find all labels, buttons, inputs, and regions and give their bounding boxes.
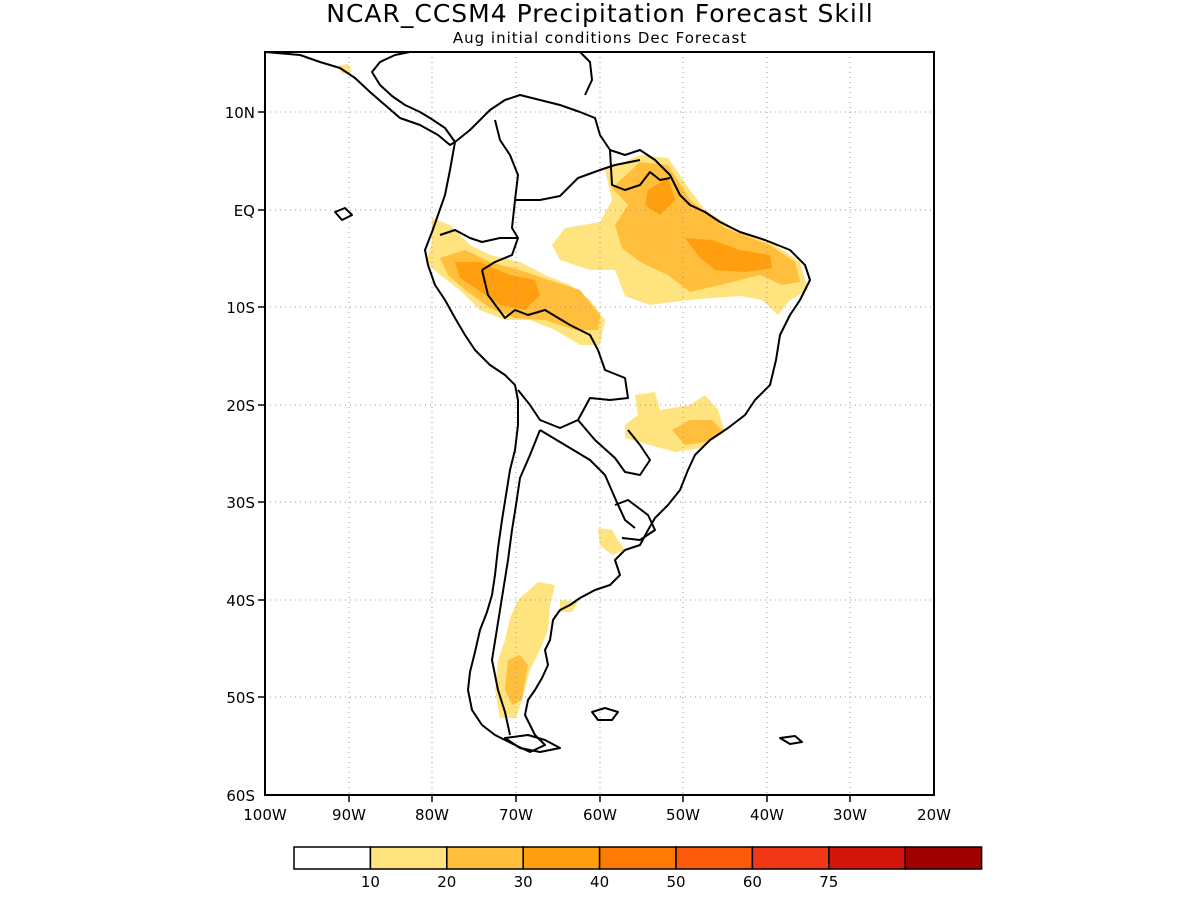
lon-label: 100W [243,806,287,824]
lat-tick-marks [258,111,265,698]
colorbar-tick-label: 40 [590,873,609,891]
falkland-islands [591,707,619,721]
lon-label: 70W [499,806,533,824]
border-venezuela-colombia [481,119,519,271]
colorbar-swatch [598,846,677,870]
lon-label: 40W [750,806,784,824]
colorbar-tick-label: 60 [743,873,762,891]
yucatan-coastline [579,52,593,96]
colorbar-swatch [751,846,830,870]
border-brazil-north [515,159,641,201]
skill-area-amapa-peak [645,178,675,215]
lat-label: 20S [226,397,255,415]
lat-label: 10S [226,299,255,317]
skill-area-central-america [338,64,352,74]
lon-label: 50W [666,806,700,824]
lat-label: 30S [226,494,255,512]
south-georgia [779,735,803,745]
colorbar-tick-label: 50 [666,873,685,891]
colorbar-swatch [369,846,448,870]
lat-label: 60S [226,787,255,805]
lat-label: EQ [234,202,255,220]
colorbar-swatch [446,846,524,870]
colorbar-swatch [675,846,754,870]
colorbar-swatch [904,846,983,870]
tierra-del-fuego [504,734,561,753]
graticule [265,52,934,795]
colorbar-swatch [293,846,372,870]
lon-label: 90W [332,806,366,824]
skill-area-patagonia-core [505,655,528,705]
galapagos [334,207,353,221]
border-guianas [609,149,671,191]
map-title: NCAR_CCSM4 Precipitation Forecast Skill [326,0,874,28]
lon-label: 60W [583,806,617,824]
lat-label: 40S [226,592,255,610]
lon-tick-marks [348,795,851,802]
border-argentina-chile [491,429,541,736]
skill-area-rio-de-la-plata [598,528,625,555]
central-america-coastline [265,52,456,146]
map-frame-group [265,52,934,795]
lon-label: 30W [833,806,867,824]
colorbar-tick-label: 10 [361,873,380,891]
colorbar-swatch [828,846,906,870]
map-frame [264,51,935,796]
colorbar-tick-label: 20 [437,873,456,891]
lon-label: 20W [917,806,951,824]
lat-labels: 10N EQ 10S 20S 30S 40S 50S 60S [225,104,255,805]
colorbar: 10 20 30 40 50 60 75 [293,846,983,891]
lon-labels: 100W 90W 80W 70W 60W 50W 40W 30W 20W [243,806,951,824]
map-subtitle: Aug initial conditions Dec Forecast [452,29,748,47]
skill-area-western-amazon-peak [455,262,540,310]
border-peru-brazil [481,269,599,351]
south-america-coastline [424,94,811,753]
border-bolivia [517,349,629,429]
colorbar-tick-label: 75 [819,873,838,891]
skill-area-northeast-brazil-peak [685,238,772,272]
lat-label: 50S [226,689,255,707]
border-paraguay [577,419,651,476]
border-argentina-north [539,429,636,529]
colorbar-swatch [522,846,601,870]
coastlines [265,52,811,753]
border-uruguay [614,499,656,541]
border-colombia-ecuador-peru [439,229,518,243]
skill-shading [338,64,808,718]
colorbar-tick-label: 30 [514,873,533,891]
lat-label: 10N [225,104,255,122]
skill-area-southeast-brazil-core [672,420,722,445]
lon-label: 80W [415,806,449,824]
